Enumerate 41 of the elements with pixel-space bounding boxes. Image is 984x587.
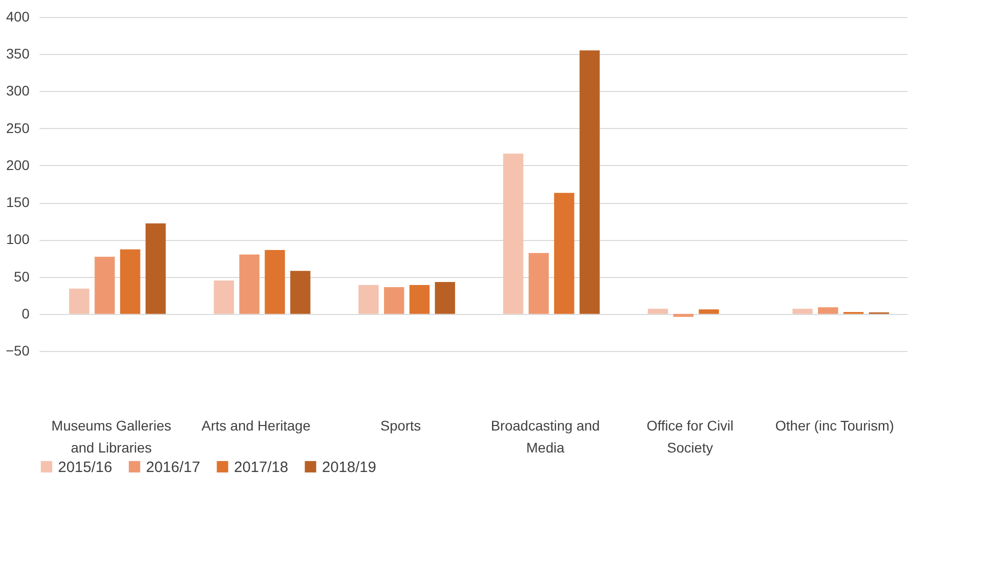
bar [409,284,430,314]
y-tick-label: 250 [6,120,30,136]
y-tick-label: 350 [6,46,30,62]
bar [384,287,404,314]
bar [358,284,379,314]
bar [214,280,234,314]
bar [580,50,600,314]
legend-label: 2018/19 [322,458,376,476]
y-tick-label: 0 [22,305,30,322]
legend-label: 2015/16 [58,458,112,476]
x-tick-label: Other (inc Tourism) [775,418,894,434]
y-tick-label: −50 [6,342,30,358]
bar [698,309,719,314]
bar [554,192,574,314]
bar [528,253,549,314]
x-tick-label: Museums Galleries and Libraries [51,418,172,456]
bar [818,307,838,314]
y-tick-label: 300 [6,82,30,99]
bar [434,282,456,314]
bar [239,254,260,314]
bar [120,249,140,314]
x-tick-label: Sports [380,418,421,434]
bar [94,256,115,314]
bar [648,308,668,314]
legend-label: 2016/17 [146,458,200,476]
bar [146,223,166,314]
y-tick-label: 150 [6,194,30,210]
bar [264,250,285,314]
bar [792,308,813,314]
y-tick-label: 50 [14,268,30,284]
y-tick-label: 400 [6,8,30,24]
y-tick-label: 100 [6,231,30,248]
y-tick-label: 200 [6,156,30,173]
x-tick-label: Broadcasting and Media [490,418,600,456]
x-tick-label: Office for Civil Society [646,418,734,456]
legend-label: 2017/18 [234,458,288,476]
bar [503,154,524,314]
bar [290,270,310,314]
bar [69,288,90,314]
x-tick-label: Arts and Heritage [202,418,311,434]
bar [673,314,694,317]
